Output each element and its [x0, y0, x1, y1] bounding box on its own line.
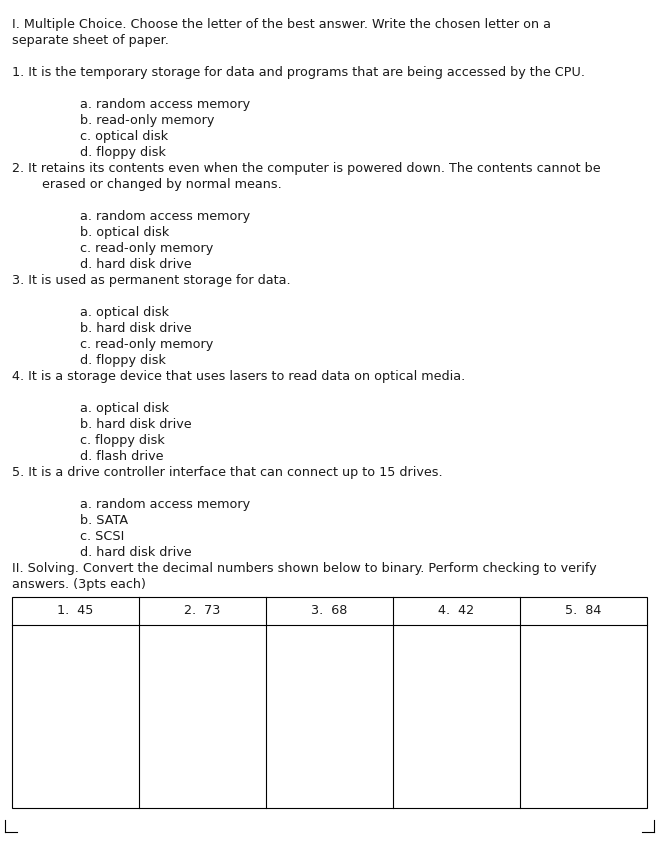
Text: b. hard disk drive: b. hard disk drive: [80, 322, 192, 335]
Text: d. floppy disk: d. floppy disk: [80, 354, 166, 367]
Text: 4.  42: 4. 42: [438, 605, 474, 617]
Text: II. Solving. Convert the decimal numbers shown below to binary. Perform checking: II. Solving. Convert the decimal numbers…: [12, 562, 596, 575]
Text: 5.  84: 5. 84: [565, 605, 602, 617]
Text: b. optical disk: b. optical disk: [80, 226, 169, 239]
Text: 4. It is a storage device that uses lasers to read data on optical media.: 4. It is a storage device that uses lase…: [12, 370, 465, 383]
Text: c. read-only memory: c. read-only memory: [80, 338, 214, 351]
Text: 3.  68: 3. 68: [311, 605, 348, 617]
Text: c. floppy disk: c. floppy disk: [80, 434, 165, 447]
Text: 1. It is the temporary storage for data and programs that are being accessed by : 1. It is the temporary storage for data …: [12, 66, 585, 79]
Text: d. floppy disk: d. floppy disk: [80, 146, 166, 159]
Text: a. random access memory: a. random access memory: [80, 210, 250, 223]
Text: b. hard disk drive: b. hard disk drive: [80, 418, 192, 431]
Text: I. Multiple Choice. Choose the letter of the best answer. Write the chosen lette: I. Multiple Choice. Choose the letter of…: [12, 18, 551, 31]
Text: d. hard disk drive: d. hard disk drive: [80, 258, 192, 271]
Text: answers. (3pts each): answers. (3pts each): [12, 578, 146, 591]
Text: b. SATA: b. SATA: [80, 514, 128, 527]
Text: erased or changed by normal means.: erased or changed by normal means.: [30, 178, 282, 191]
Text: c. optical disk: c. optical disk: [80, 130, 168, 143]
Text: 2. It retains its contents even when the computer is powered down. The contents : 2. It retains its contents even when the…: [12, 162, 600, 175]
Text: a. random access memory: a. random access memory: [80, 498, 250, 511]
Text: a. random access memory: a. random access memory: [80, 98, 250, 111]
Text: b. read-only memory: b. read-only memory: [80, 114, 214, 127]
Text: 5. It is a drive controller interface that can connect up to 15 drives.: 5. It is a drive controller interface th…: [12, 466, 443, 479]
Text: c. SCSI: c. SCSI: [80, 530, 125, 543]
Text: a. optical disk: a. optical disk: [80, 306, 169, 319]
Text: 2.  73: 2. 73: [185, 605, 221, 617]
Text: 3. It is used as permanent storage for data.: 3. It is used as permanent storage for d…: [12, 274, 291, 287]
Text: separate sheet of paper.: separate sheet of paper.: [12, 34, 169, 47]
Text: d. hard disk drive: d. hard disk drive: [80, 546, 192, 559]
Text: d. flash drive: d. flash drive: [80, 450, 163, 463]
Text: 1.  45: 1. 45: [57, 605, 94, 617]
Text: a. optical disk: a. optical disk: [80, 402, 169, 415]
Bar: [12, 597, 647, 808]
Text: c. read-only memory: c. read-only memory: [80, 242, 214, 255]
